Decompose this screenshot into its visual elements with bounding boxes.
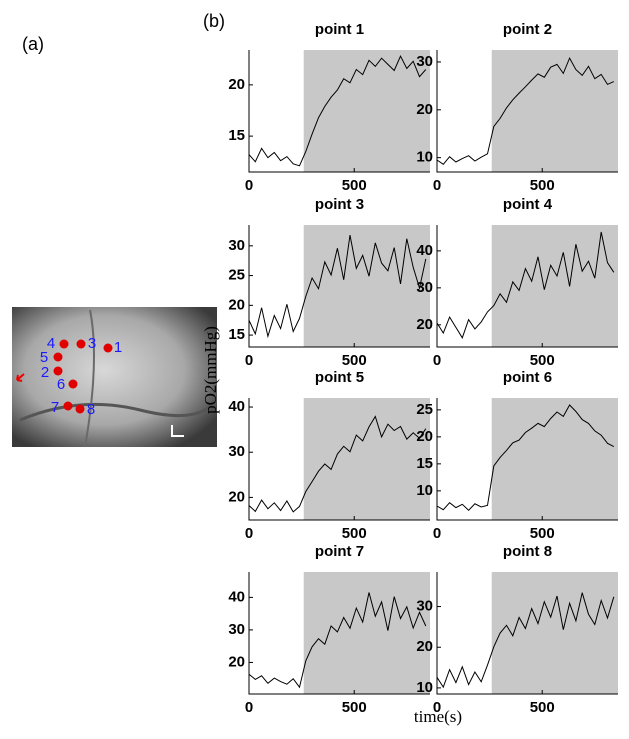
x-tick-label: 500	[530, 352, 555, 369]
y-tick-label: 30	[416, 53, 433, 70]
y-tick-label: 30	[228, 237, 245, 254]
x-tick-label: 0	[245, 352, 253, 369]
y-tick-label: 40	[228, 398, 245, 415]
x-tick-label: 500	[530, 699, 555, 716]
axes	[248, 225, 430, 348]
y-tick-label: 40	[228, 588, 245, 605]
vessel	[19, 399, 217, 422]
point-label: 3	[88, 335, 96, 352]
chart-title: point 2	[503, 21, 552, 38]
x-tick-label: 500	[342, 352, 367, 369]
data-line	[436, 56, 615, 165]
x-axis-label: time(s)	[414, 707, 462, 726]
y-tick-label: 40	[416, 242, 433, 259]
x-tick-label: 500	[530, 525, 555, 542]
x-tick-label: 0	[245, 699, 253, 716]
y-tick-label: 20	[228, 76, 245, 93]
point-marker	[103, 343, 113, 353]
y-tick-label: 20	[416, 316, 433, 333]
y-tick-label: 10	[416, 679, 433, 696]
axes	[248, 398, 430, 521]
panel-label: (b)	[203, 11, 225, 31]
chart-title: point 8	[503, 543, 552, 560]
x-tick-label: 0	[245, 177, 253, 194]
x-tick-label: 0	[433, 177, 441, 194]
data-line	[248, 592, 427, 689]
point-marker	[76, 339, 86, 349]
shaded-region	[491, 572, 618, 694]
y-tick-label: 20	[416, 428, 433, 445]
data-line	[436, 592, 615, 689]
y-tick-label: 15	[416, 455, 433, 472]
point-marker	[59, 339, 69, 349]
y-tick-label: 25	[416, 401, 433, 418]
y-tick-label: 10	[416, 482, 433, 499]
shaded-region	[491, 50, 618, 172]
panel-label: (a)	[22, 34, 44, 54]
y-tick-label: 20	[228, 296, 245, 313]
data-line	[248, 55, 427, 167]
y-tick-label: 10	[416, 149, 433, 166]
y-tick-label: 15	[228, 127, 245, 144]
x-tick-label: 0	[433, 699, 441, 716]
point-label: 7	[51, 399, 59, 416]
y-tick-label: 15	[228, 326, 245, 343]
shaded-region	[303, 225, 430, 347]
axes	[436, 398, 618, 521]
shaded-region	[303, 572, 430, 694]
point-marker	[53, 366, 63, 376]
scale-bar	[171, 425, 184, 437]
arrow	[16, 373, 25, 382]
chart-title: point 3	[315, 196, 364, 213]
shaded-region	[303, 50, 430, 172]
point-marker	[68, 379, 78, 389]
tissue-image	[12, 307, 217, 447]
y-tick-label: 30	[228, 621, 245, 638]
chart-title: point 1	[315, 21, 364, 38]
data-line	[248, 415, 427, 513]
y-tick-label: 20	[416, 638, 433, 655]
shaded-region	[303, 398, 430, 520]
data-line	[436, 404, 615, 512]
x-tick-label: 0	[433, 352, 441, 369]
point-marker	[75, 404, 85, 414]
y-tick-label: 20	[228, 488, 245, 505]
axes	[248, 572, 430, 695]
axes	[436, 572, 618, 695]
y-tick-label: 25	[228, 267, 245, 284]
y-tick-label: 30	[416, 598, 433, 615]
chart-title: point 4	[503, 196, 553, 213]
shaded-region	[491, 225, 618, 347]
x-tick-label: 500	[342, 177, 367, 194]
x-tick-label: 500	[530, 177, 555, 194]
x-tick-label: 500	[342, 699, 367, 716]
point-label: 8	[87, 401, 95, 418]
point-label: 6	[57, 376, 65, 393]
vessel	[84, 309, 95, 448]
point-label: 4	[47, 335, 55, 352]
point-marker	[63, 401, 73, 411]
y-tick-label: 30	[416, 279, 433, 296]
axes	[436, 50, 618, 173]
data-line	[248, 235, 427, 339]
chart-title: point 5	[315, 369, 364, 386]
x-tick-label: 0	[433, 525, 441, 542]
x-tick-label: 500	[342, 525, 367, 542]
y-tick-label: 20	[416, 101, 433, 118]
point-label: 1	[114, 339, 122, 356]
data-line	[436, 231, 615, 339]
axes	[248, 50, 430, 173]
x-tick-label: 0	[245, 525, 253, 542]
y-axis-label: pO2(mmHg)	[201, 326, 220, 414]
y-tick-label: 30	[228, 443, 245, 460]
shaded-region	[491, 398, 618, 520]
point-label: 5	[40, 349, 48, 366]
y-tick-label: 20	[228, 653, 245, 670]
point-label: 2	[41, 364, 49, 381]
chart-title: point 7	[315, 543, 364, 560]
chart-title: point 6	[503, 369, 552, 386]
point-marker	[53, 352, 63, 362]
axes	[436, 225, 618, 348]
